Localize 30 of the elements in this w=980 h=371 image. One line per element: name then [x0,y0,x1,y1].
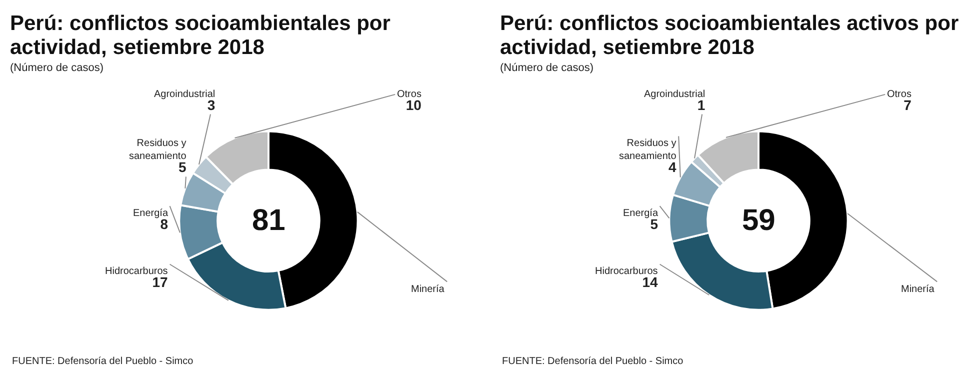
slice-label: Otros [397,89,422,100]
slice-label: Minería [411,284,445,295]
slice-label: Energía [133,208,168,219]
slice-label: Agroindustrial [154,89,216,100]
data-label: 4 [668,159,676,175]
data-label: 3 [207,97,216,113]
slice-label: Energía [623,208,658,219]
slice-label: Agroindustrial [644,89,706,100]
slice-label: Hidrocarburos [105,266,168,277]
data-label: 5 [178,159,186,175]
slice-label: Residuos y saneamiento [129,138,187,162]
data-label: 14 [642,274,658,290]
data-label: 1 [697,97,706,113]
chart-subtitle: (Número de casos) [500,62,595,76]
text: 59 [742,204,776,237]
slice-label: Otros [887,89,912,100]
data-label: 5 [650,216,658,232]
chart-title: Perú: conflictos socioambientales activos por actividad, setiembre 2018 [500,12,960,61]
text: 81 [252,204,286,237]
source-note: FUENTE: Defensoría del Pueblo - Simco [502,356,684,367]
slice-label: Minería [901,284,935,295]
source-note: FUENTE: Defensoría del Pueblo - Simco [12,356,194,367]
data-label: 8 [160,216,168,232]
data-label: 17 [152,274,168,290]
data-label: 7 [904,97,912,113]
data-label: 10 [406,97,422,113]
slice-label: Hidrocarburos [595,266,658,277]
chart-subtitle: (Número de casos) [10,62,105,76]
chart-title: Perú: conflictos socioambientales por actividad, setiembre 2018 [10,12,392,61]
slice-label: Residuos y saneamiento [619,138,677,162]
